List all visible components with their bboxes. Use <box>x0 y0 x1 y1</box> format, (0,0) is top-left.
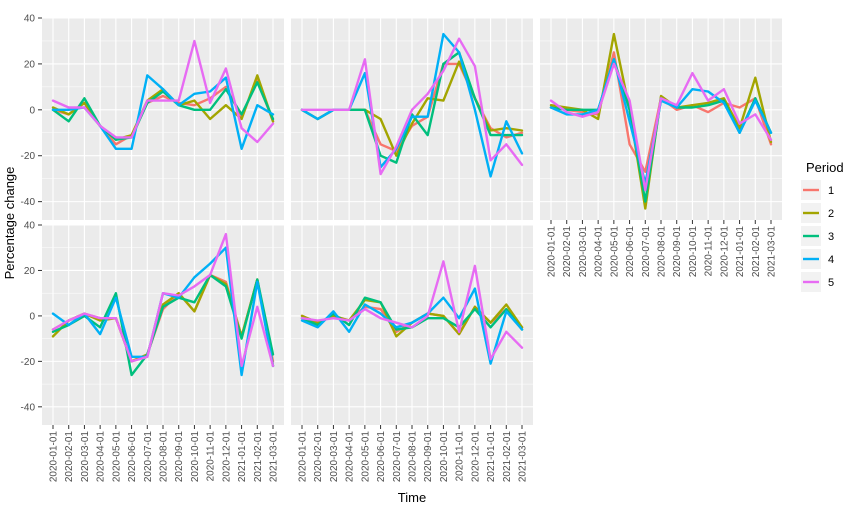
x-tick-label: 2020-02-01 <box>313 431 324 483</box>
x-tick-label: 2021-01-01 <box>486 431 497 483</box>
legend-label-3: 3 <box>828 231 834 243</box>
x-tick-label: 2020-11-01 <box>704 226 715 277</box>
series-line-5 <box>300 260 524 361</box>
panel-3 <box>540 17 782 220</box>
x-tick-label: 2020-02-01 <box>562 226 573 278</box>
x-tick-label: 2020-05-01 <box>609 226 620 278</box>
y-tick-label: -40 <box>21 402 36 413</box>
x-tick-label: 2020-09-01 <box>174 431 185 483</box>
x-tick-label: 2020-01-01 <box>49 431 60 483</box>
legend: Period 1 2 3 4 5 <box>801 160 844 292</box>
x-tick-label: 2020-12-01 <box>470 431 481 483</box>
x-tick-label: 2021-03-01 <box>518 431 529 483</box>
legend-label-1: 1 <box>828 185 834 197</box>
x-tick-label: 2021-02-01 <box>253 431 264 483</box>
y-tick-label: 0 <box>29 311 35 322</box>
x-tick-label: 2020-08-01 <box>159 431 170 483</box>
x-tick-label: 2021-03-01 <box>269 431 280 483</box>
panel-1 <box>42 17 284 220</box>
y-axis-title: Percentage change <box>2 167 17 280</box>
x-tick-label: 2020-04-01 <box>345 431 356 483</box>
x-tick-label: 2020-07-01 <box>641 226 652 278</box>
y-tick-label: -40 <box>21 197 36 208</box>
y-tick-label: 20 <box>24 266 36 277</box>
x-tick-label: 2020-07-01 <box>143 431 154 483</box>
axes-layer: -40 -20 0 20 40 -40 -20 0 20 40 2020-01-01 2020-02-… <box>21 14 778 483</box>
legend-label-5: 5 <box>828 277 834 289</box>
x-tick-label: 2020-10-01 <box>439 431 450 483</box>
x-tick-label: 2020-10-01 <box>190 431 201 483</box>
x-tick-label: 2020-05-01 <box>111 431 122 483</box>
x-tick-label: 2020-06-01 <box>127 431 138 483</box>
x-tick-label: 2020-03-01 <box>578 226 589 278</box>
series-line-5 <box>51 232 275 368</box>
panels-layer <box>42 17 782 425</box>
x-tick-label: 2021-03-01 <box>767 226 778 278</box>
x-tick-label: 2020-04-01 <box>96 431 107 483</box>
x-tick-label: 2020-03-01 <box>80 431 91 483</box>
x-tick-label: 2020-10-01 <box>688 226 699 278</box>
x-tick-label: 2020-11-01 <box>206 431 217 482</box>
x-tick-label: 2020-08-01 <box>408 431 419 483</box>
panel-4 <box>42 224 284 425</box>
x-tick-label: 2020-08-01 <box>657 226 668 278</box>
x-tick-label: 2020-04-01 <box>594 226 605 278</box>
x-tick-label: 2021-01-01 <box>735 226 746 278</box>
y-tick-label: 40 <box>24 14 36 25</box>
x-tick-label: 2020-09-01 <box>423 431 434 483</box>
x-tick-label: 2020-09-01 <box>672 226 683 278</box>
x-tick-label: 2020-03-01 <box>329 431 340 483</box>
panel-2 <box>291 17 533 220</box>
x-tick-label: 2020-12-01 <box>221 431 232 483</box>
x-tick-label: 2020-01-01 <box>547 226 558 278</box>
series-line-5 <box>51 39 275 144</box>
y-tick-label: -20 <box>21 357 36 368</box>
legend-label-4: 4 <box>828 254 834 266</box>
x-tick-label: 2020-06-01 <box>625 226 636 278</box>
x-tick-label: 2020-07-01 <box>392 431 403 483</box>
y-tick-label: 0 <box>29 105 35 116</box>
x-tick-label: 2020-11-01 <box>455 431 466 482</box>
series-line-5 <box>549 62 773 192</box>
x-tick-label: 2020-01-01 <box>298 431 309 483</box>
y-tick-label: 40 <box>24 221 36 232</box>
x-tick-label: 2020-12-01 <box>719 226 730 278</box>
series-line-5 <box>300 37 524 176</box>
x-tick-label: 2021-02-01 <box>502 431 513 483</box>
legend-label-2: 2 <box>828 208 834 220</box>
x-tick-label: 2020-05-01 <box>360 431 371 483</box>
x-tick-label: 2020-06-01 <box>376 431 387 483</box>
x-tick-label: 2021-01-01 <box>237 431 248 483</box>
panel-5 <box>291 224 533 425</box>
x-tick-label: 2021-02-01 <box>751 226 762 278</box>
y-tick-label: 20 <box>24 59 36 70</box>
y-tick-label: -20 <box>21 151 36 162</box>
legend-title: Period <box>806 160 844 175</box>
x-axis-title: Time <box>398 490 426 505</box>
x-tick-label: 2020-02-01 <box>64 431 75 483</box>
